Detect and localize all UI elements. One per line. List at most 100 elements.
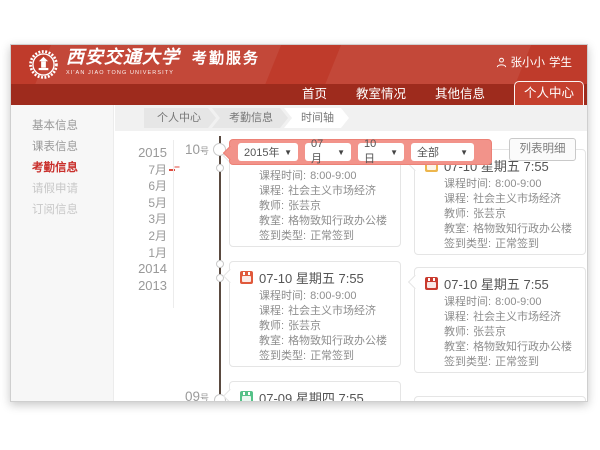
breadcrumb: 个人中心 考勤信息 时间轴 [144, 108, 349, 128]
card-field-label: 教室: [444, 223, 470, 235]
filter-select[interactable]: 07月 ▼ [305, 138, 351, 165]
university-logo-icon [29, 50, 58, 79]
filter-select[interactable]: 10日 ▼ [358, 138, 404, 165]
card-fields: 课程时间: 8:00-9:00 课程: 社会主义市场经济 教师: 张芸京 教室: 格物致… [240, 289, 390, 364]
card-field: 课程时间: 8:00-9:00 [444, 295, 575, 310]
filter-select-value: 全部 [417, 147, 439, 159]
month-rail-item[interactable]: 6月 [148, 179, 167, 194]
card-field: 课程时间: 8:00-9:00 [259, 289, 390, 304]
breadcrumb-item[interactable]: 个人中心 [144, 108, 216, 128]
rail-divider [173, 140, 174, 308]
calendar-status-icon [425, 276, 438, 290]
card-field: 课程: 社会主义市场经济 [259, 304, 390, 319]
card-field-value: 格物致知行政办公楼 [473, 223, 573, 235]
person-icon [496, 57, 506, 67]
card-field-value: 张芸京 [473, 208, 507, 220]
chevron-down-icon: ▼ [390, 147, 398, 157]
user-account[interactable]: 张小小 学生 [496, 54, 572, 70]
month-rail-item[interactable]: 1月 [148, 245, 167, 260]
sidebar: 基本信息课表信息考勤信息请假申请订阅信息 [11, 105, 114, 401]
sidebar-item[interactable]: 课表信息 [32, 141, 78, 153]
filter-select[interactable]: 全部 ▼ [411, 143, 474, 161]
card-field: 课程: 社会主义市场经济 [444, 192, 575, 207]
nav-item[interactable]: 其他信息 [434, 87, 485, 101]
breadcrumb-item[interactable]: 时间轴 [284, 108, 349, 128]
nav-item[interactable]: 首页 [301, 87, 327, 101]
card-field-label: 课程: [444, 193, 470, 205]
card-field: 教室: 格物致知行政办公楼 [259, 334, 390, 349]
month-rail-item[interactable]: 5月 [148, 195, 167, 210]
month-rail-item[interactable]: 2015 [138, 145, 167, 160]
card-field-label: 签到类型: [259, 230, 307, 242]
filter-select[interactable]: 2015年 ▼ [238, 143, 298, 161]
sidebar-item[interactable]: 订阅信息 [32, 204, 78, 216]
card-field: 课程: 社会主义市场经济 [444, 310, 575, 325]
nav-tab-active[interactable]: 个人中心 [514, 81, 584, 105]
card-field-value: 社会主义市场经济 [473, 311, 562, 323]
card-field-value: 张芸京 [473, 326, 507, 338]
card-field-label: 教室: [259, 335, 285, 347]
card-field-value: 正常签到 [310, 350, 355, 362]
app-window: 西安交通大学 考勤服务 XI'AN JIAO TONG UNIVERSITY 张… [10, 44, 588, 402]
card-field-value: 张芸京 [288, 200, 322, 212]
card-date: 07-10 星期五 7:55 [444, 276, 549, 292]
month-rail-item[interactable]: 3月 [148, 212, 167, 227]
university-title-block: 西安交通大学 考勤服务 XI'AN JIAO TONG UNIVERSITY [66, 48, 261, 77]
card-field-label: 教室: [259, 215, 285, 227]
card-field-label: 教师: [444, 208, 470, 220]
main-nav: 首页 教室情况 其他信息 个人中心 [11, 81, 587, 105]
card-field-value: 8:00-9:00 [495, 296, 542, 308]
list-detail-button[interactable]: 列表明细 [509, 138, 576, 161]
card-field-label: 课程时间: [259, 170, 307, 182]
month-rail-item[interactable]: 2月 [148, 228, 167, 243]
card-field: 课程: 社会主义市场经济 [259, 184, 390, 199]
timeline-node [216, 274, 224, 282]
month-rail-item[interactable]: 2014 [138, 261, 167, 277]
month-rail-item[interactable]: 2013 [138, 277, 167, 293]
card-field-label: 课程: [259, 305, 285, 317]
card-date: 07-10 星期五 7:55 [259, 270, 364, 286]
sidebar-item[interactable]: 请假申请 [32, 183, 78, 195]
card-field: 教师: 张芸京 [259, 199, 390, 214]
card-field: 教师: 张芸京 [444, 207, 575, 222]
app-header: 西安交通大学 考勤服务 XI'AN JIAO TONG UNIVERSITY 张… [11, 45, 587, 84]
breadcrumb-item[interactable]: 考勤信息 [212, 108, 288, 128]
chevron-down-icon: ▼ [337, 147, 345, 157]
card-field: 签到类型: 正常签到 [444, 355, 575, 370]
day-marker-10: 10号 [184, 142, 209, 157]
card-fields: 课程时间: 8:00-9:00 课程: 社会主义市场经济 教师: 张芸京 教室: 格物致… [425, 177, 575, 252]
filter-select-value: 2015年 [244, 147, 280, 159]
attendance-card: 07-10 星期五 7:55 课程时间:8:00-9:00 课程:社会主义市场经… [414, 267, 586, 373]
card-field: 签到类型: 正常签到 [259, 349, 390, 364]
attendance-card: 07-09 星期四 7:55 课程时间:8:00-9:00 课程:社会主义市场经… [229, 381, 401, 401]
card-field-value: 社会主义市场经济 [473, 193, 562, 205]
app-title: 考勤服务 [192, 50, 261, 67]
card-field-value: 张芸京 [288, 320, 322, 332]
card-field-label: 教师: [259, 200, 285, 212]
card-field-label: 教师: [259, 320, 285, 332]
card-field-value: 8:00-9:00 [310, 290, 357, 302]
card-field-value: 正常签到 [495, 356, 540, 368]
card-field: 教师: 张芸京 [259, 319, 390, 334]
user-name: 张小小 [510, 57, 546, 69]
card-field-label: 课程: [444, 311, 470, 323]
card-field: 教师: 张芸京 [444, 325, 575, 340]
timeline-month-rail: 2015 7月 6月 5月 3月 2月 1月 2014 2013 [109, 145, 175, 294]
calendar-status-icon [240, 270, 253, 284]
nav-item[interactable]: 教室情况 [355, 87, 406, 101]
card-field-label: 签到类型: [444, 238, 492, 250]
card-field: 课程时间: 8:00-9:00 [444, 177, 575, 192]
day-marker-09: 09号 [184, 389, 209, 402]
card-field-value: 社会主义市场经济 [288, 185, 377, 197]
sidebar-item[interactable]: 考勤信息 [32, 162, 78, 174]
card-field-label: 课程时间: [444, 178, 492, 190]
date-filter-bubble: 2015年 ▼ 07月 ▼ 10日 ▼ 全部 ▼ [229, 138, 492, 165]
sidebar-item[interactable]: 基本信息 [32, 120, 78, 132]
card-field-value: 8:00-9:00 [310, 170, 357, 182]
month-rail-item[interactable]: 7月 [109, 162, 175, 179]
timeline-node [216, 164, 224, 172]
chevron-down-icon: ▼ [284, 147, 292, 157]
card-field: 课程时间: 8:00-9:00 [259, 169, 390, 184]
card-fields: 课程时间: 8:00-9:00 课程: 社会主义市场经济 教师: 张芸京 教室: 格物致… [240, 169, 390, 244]
